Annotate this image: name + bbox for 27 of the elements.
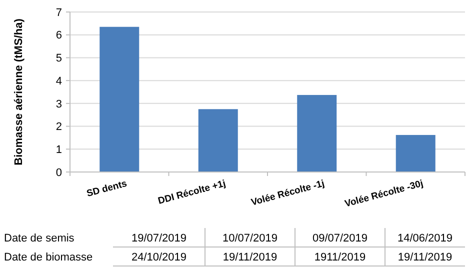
text: 19/11/2019 xyxy=(222,251,278,264)
bar xyxy=(297,94,337,172)
y-tick-label: 2 xyxy=(56,121,62,134)
text: Date de biomasse xyxy=(4,251,93,264)
y-tick-label: 1 xyxy=(56,144,62,156)
text: 14/06/2019 xyxy=(397,232,453,244)
bar xyxy=(396,134,436,172)
y-tick-label: 7 xyxy=(56,6,62,19)
y-axis-title: Biomasse aérienne (tMS/ha) xyxy=(13,18,25,166)
text: 1911/2019 xyxy=(314,251,366,264)
x-tick-label: Volée Récolte -30j xyxy=(344,178,424,210)
text: 19/07/2019 xyxy=(131,232,187,244)
y-tick-label: 0 xyxy=(56,166,62,179)
bar xyxy=(100,26,140,172)
y-tick-label: 4 xyxy=(56,75,62,88)
text: Date de semis xyxy=(4,232,75,244)
text: 19/11/2019 xyxy=(398,251,452,264)
x-tick-label: DDI Récolte +1j xyxy=(156,178,227,207)
text: 10/07/2019 xyxy=(222,232,278,244)
x-tick-label: Volée Récolte -1j xyxy=(250,178,326,208)
y-tick-label: 5 xyxy=(56,52,62,65)
text: 24/10/2019 xyxy=(131,251,187,264)
y-tick-label: 6 xyxy=(56,30,62,42)
y-tick-label: 3 xyxy=(56,98,62,110)
x-tick-label: SD dents xyxy=(86,178,128,200)
text: 09/07/2019 xyxy=(312,232,368,244)
bar xyxy=(198,109,238,172)
